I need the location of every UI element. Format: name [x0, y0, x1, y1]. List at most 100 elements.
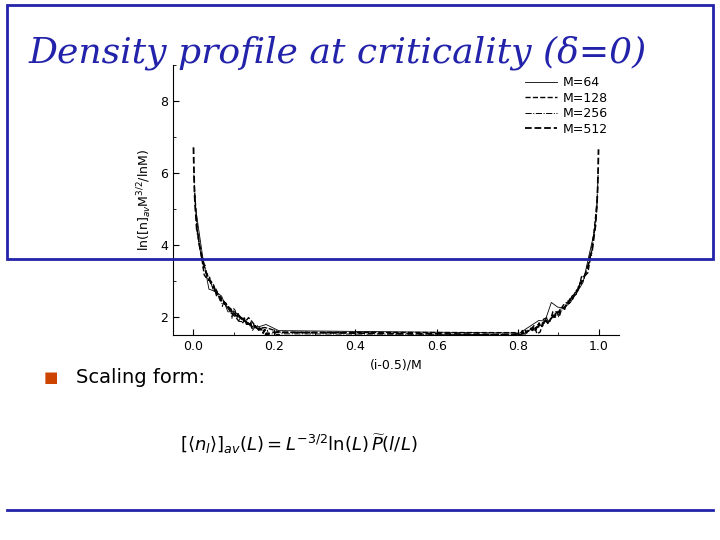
M=128 — [583, 269, 592, 276]
M=128 — [210, 282, 218, 288]
M=64 — [585, 250, 594, 256]
Text: Density profile at criticality (δ=0): Density profile at criticality (δ=0) — [29, 35, 647, 70]
M=512 — [594, 146, 603, 153]
M=128 — [197, 250, 205, 256]
M=64 — [211, 288, 220, 294]
M=128 — [235, 318, 243, 325]
M=128 — [276, 329, 284, 335]
Line: M=512: M=512 — [194, 147, 598, 335]
M=128 — [251, 322, 259, 329]
M=256 — [585, 260, 593, 267]
M=64 — [274, 327, 283, 334]
M=128 — [200, 272, 209, 278]
M=128 — [552, 308, 560, 315]
M=64 — [516, 330, 524, 336]
M=128 — [530, 322, 539, 329]
M=64 — [541, 318, 549, 324]
M=128 — [539, 316, 548, 322]
M=64 — [566, 299, 575, 306]
M=128 — [577, 274, 586, 280]
M=64 — [192, 210, 201, 216]
M=128 — [526, 326, 535, 333]
X-axis label: (i-0.5)/M: (i-0.5)/M — [369, 358, 423, 371]
M=256 — [189, 171, 198, 178]
M=64 — [528, 321, 536, 328]
M=128 — [216, 293, 225, 300]
M=256 — [581, 270, 590, 276]
M=128 — [219, 298, 228, 304]
M=128 — [194, 232, 202, 239]
M=128 — [222, 301, 230, 308]
M=64 — [217, 293, 226, 299]
M=512 — [196, 244, 204, 251]
Text: Scaling form:: Scaling form: — [76, 368, 204, 387]
M=256 — [527, 327, 536, 333]
M=128 — [260, 325, 269, 331]
M=128 — [514, 332, 523, 338]
M=512 — [508, 332, 517, 338]
M=512 — [544, 320, 552, 327]
M=64 — [534, 318, 543, 324]
M=128 — [520, 330, 528, 337]
M=64 — [224, 309, 233, 315]
M=64 — [547, 299, 556, 306]
M=128 — [206, 278, 215, 284]
Line: M=128: M=128 — [194, 193, 598, 335]
M=64 — [249, 324, 258, 330]
M=64 — [243, 319, 251, 326]
M=128 — [555, 313, 564, 320]
M=128 — [264, 325, 272, 332]
M=64 — [559, 305, 568, 311]
M=128 — [225, 307, 234, 314]
Text: ■: ■ — [43, 370, 58, 385]
M=256 — [234, 310, 243, 317]
Line: M=256: M=256 — [194, 174, 598, 335]
M=256 — [594, 172, 603, 178]
M=512 — [189, 144, 198, 151]
M=512 — [527, 325, 536, 332]
M=64 — [198, 253, 207, 259]
M=64 — [591, 222, 600, 229]
M=64 — [554, 304, 562, 310]
Line: M=64: M=64 — [197, 213, 595, 333]
M=128 — [212, 294, 221, 300]
M=128 — [510, 329, 519, 336]
M=128 — [546, 319, 554, 325]
M=128 — [238, 315, 246, 321]
M=64 — [236, 314, 245, 321]
M=128 — [549, 308, 557, 315]
M=256 — [576, 277, 585, 284]
Text: $\left[\langle n_l\rangle\right]_{av}(L) = L^{-3/2}\ln(L)\,\widetilde{P}(l/L)$: $\left[\langle n_l\rangle\right]_{av}(L)… — [180, 432, 418, 456]
M=128 — [533, 330, 541, 337]
M=128 — [587, 252, 595, 258]
M=64 — [579, 279, 588, 286]
M=128 — [590, 227, 598, 234]
M=128 — [558, 303, 567, 309]
M=128 — [542, 315, 551, 321]
M=128 — [580, 273, 589, 279]
M=128 — [562, 299, 570, 306]
M=64 — [261, 321, 270, 328]
M=128 — [571, 289, 580, 296]
M=128 — [248, 318, 256, 325]
M=128 — [593, 197, 602, 204]
M=128 — [574, 287, 582, 294]
M=512 — [573, 287, 582, 293]
M=128 — [567, 293, 576, 300]
M=64 — [572, 289, 581, 296]
M=256 — [580, 277, 588, 284]
M=64 — [230, 308, 238, 315]
M=128 — [536, 328, 544, 335]
M=128 — [253, 326, 262, 333]
M=128 — [232, 314, 240, 321]
Y-axis label: ln([n]$_{av}$M$^{3/2}$/lnM): ln([n]$_{av}$M$^{3/2}$/lnM) — [135, 148, 154, 251]
M=128 — [190, 190, 199, 197]
M=512 — [585, 255, 594, 262]
M=64 — [256, 323, 264, 330]
M=128 — [564, 300, 573, 307]
M=128 — [203, 276, 212, 282]
M=64 — [204, 286, 213, 293]
M=256 — [521, 332, 529, 338]
M=512 — [232, 312, 240, 319]
M=128 — [228, 311, 237, 318]
